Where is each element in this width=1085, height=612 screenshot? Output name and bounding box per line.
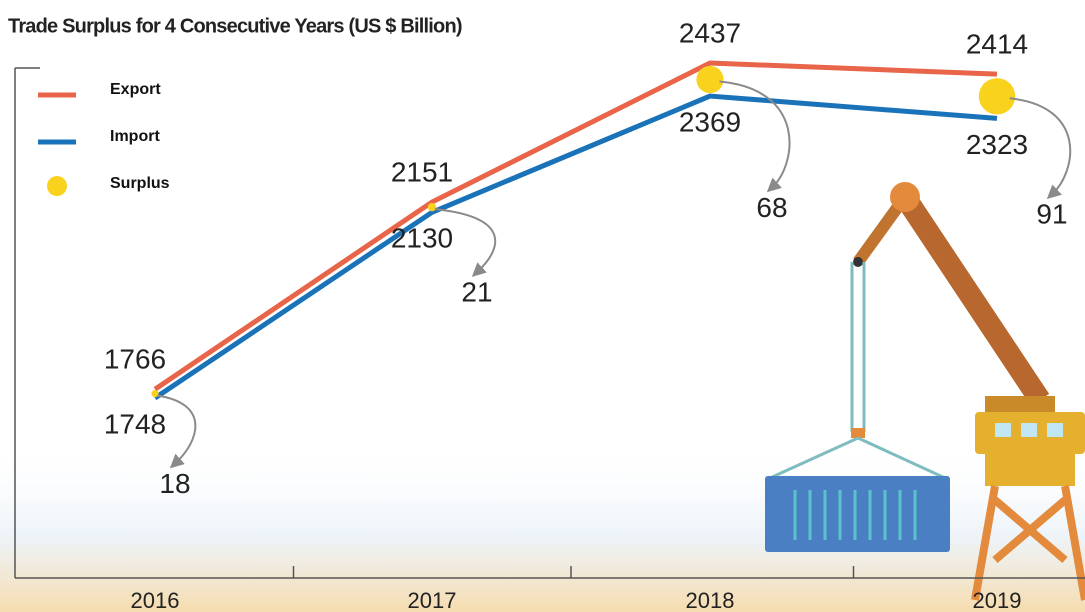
arrow	[157, 394, 197, 469]
value-label: 2437	[679, 17, 741, 48]
legend-label: Surplus	[110, 175, 170, 192]
surplus-label: 21	[461, 277, 492, 308]
value-label: 2369	[679, 106, 741, 137]
x-tick-label: 2017	[408, 588, 457, 612]
surplus-label: 91	[1036, 199, 1067, 230]
value-label: 1766	[104, 344, 166, 375]
chart-title: Trade Surplus for 4 Consecutive Years (U…	[8, 15, 462, 37]
x-tick-label: 2018	[686, 588, 735, 612]
value-label: 2130	[391, 223, 453, 254]
x-tick-label: 2016	[131, 588, 180, 612]
x-tick-label: 2019	[973, 588, 1022, 612]
legend-label: Export	[110, 81, 161, 98]
surplus-bubble	[427, 202, 437, 212]
arrow	[434, 208, 497, 277]
surplus-bubble	[151, 390, 159, 398]
crane-illustration	[765, 182, 1085, 601]
arrow	[1009, 97, 1072, 200]
arrow	[719, 80, 791, 193]
value-label: 1748	[104, 408, 166, 439]
surplus-bubble	[696, 65, 724, 94]
series-line	[153, 60, 998, 392]
value-label: 2151	[391, 156, 453, 187]
legend-label: Import	[110, 128, 160, 145]
surplus-bubble	[978, 78, 1016, 115]
surplus-label: 68	[756, 192, 787, 223]
value-label: 2323	[966, 129, 1028, 160]
series-line	[153, 93, 998, 401]
legend-marker	[47, 176, 67, 196]
value-label: 2414	[966, 29, 1028, 60]
surplus-label: 18	[159, 468, 190, 499]
